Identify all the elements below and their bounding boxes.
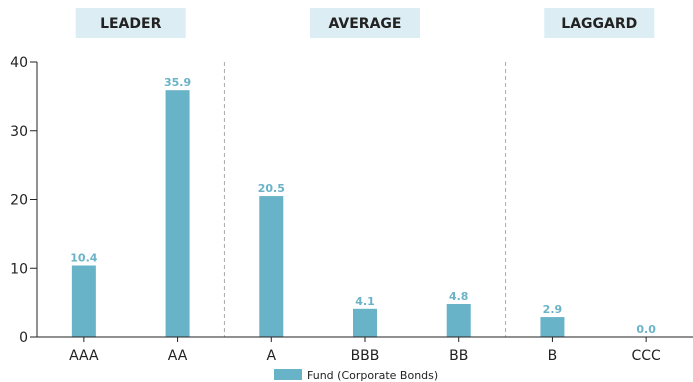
group-separators	[223, 62, 507, 337]
bar-b	[540, 317, 565, 337]
data-label-b: 2.9	[543, 303, 563, 316]
x-tick-label-ccc: CCC	[631, 348, 661, 364]
x-axis: AAA AA A BBB BB B CCC	[37, 336, 693, 364]
data-label-ccc: 0.0	[636, 323, 656, 336]
y-axis: 0 10 20 30 40	[10, 55, 38, 346]
group-label-background-laggard	[544, 8, 655, 38]
x-tick-label-bb: BB	[449, 348, 468, 364]
y-tick-label: 40	[10, 55, 28, 71]
y-tick-label: 0	[19, 330, 28, 346]
bar-aaa	[71, 265, 96, 337]
y-tick-label: 30	[10, 124, 28, 140]
group-label-laggard: LAGGARD	[561, 16, 637, 32]
data-label-bbb: 4.1	[355, 295, 375, 308]
legend-swatch	[274, 369, 302, 380]
legend: Fund (Corporate Bonds)	[274, 369, 438, 382]
x-tick-label-a: A	[266, 348, 276, 364]
bars	[71, 90, 565, 337]
x-tick-label-aa: AA	[168, 348, 188, 364]
group-label-leader: LEADER	[100, 16, 162, 32]
data-label-bb: 4.8	[449, 290, 469, 303]
bar-a	[259, 196, 284, 337]
data-label-aa: 35.9	[164, 76, 191, 89]
data-label-a: 20.5	[258, 182, 285, 195]
legend-label: Fund (Corporate Bonds)	[307, 369, 438, 382]
x-tick-label-bbb: BBB	[351, 348, 380, 364]
bar-aa	[165, 90, 190, 337]
x-tick-label-aaa: AAA	[69, 348, 99, 364]
y-tick-label: 20	[10, 193, 28, 209]
group-labels: LEADER AVERAGE LAGGARD	[75, 8, 655, 38]
group-label-average: AVERAGE	[329, 16, 402, 32]
bar-bb	[446, 304, 471, 337]
y-tick-label: 10	[10, 261, 28, 277]
data-label-aaa: 10.4	[70, 252, 97, 265]
group-label-background-average	[310, 8, 420, 38]
x-tick-label-b: B	[548, 348, 558, 364]
bar-bbb	[353, 308, 377, 337]
data-labels: 10.4 35.9 20.5 4.1 4.8 2.9 0.0	[70, 76, 656, 336]
group-label-background-leader	[75, 8, 186, 38]
